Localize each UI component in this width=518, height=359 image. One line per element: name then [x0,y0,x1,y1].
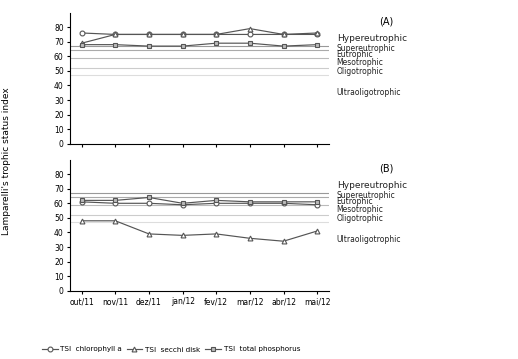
Text: Lamparelli's trophic status index: Lamparelli's trophic status index [2,88,11,236]
Text: Mesotrophic: Mesotrophic [337,205,383,214]
Text: (A): (A) [379,17,394,27]
Text: Supereutrophic: Supereutrophic [337,44,395,53]
Text: Hypereutrophic: Hypereutrophic [337,181,407,190]
Text: Ultraoligotrophic: Ultraoligotrophic [337,88,401,97]
Text: Supereutrophic: Supereutrophic [337,191,395,200]
Text: Oligotrophic: Oligotrophic [337,67,383,76]
Text: Oligotrophic: Oligotrophic [337,214,383,223]
Text: Ultraoligotrophic: Ultraoligotrophic [337,235,401,244]
Text: Eutrophic: Eutrophic [337,50,373,59]
Text: (B): (B) [379,163,394,173]
Text: Eutrophic: Eutrophic [337,197,373,206]
Text: Mesotrophic: Mesotrophic [337,59,383,67]
Text: Hypereutrophic: Hypereutrophic [337,34,407,43]
Legend: TSI  chlorophyll a, TSI  secchi disk, TSI  total phosphorus: TSI chlorophyll a, TSI secchi disk, TSI … [39,344,303,355]
